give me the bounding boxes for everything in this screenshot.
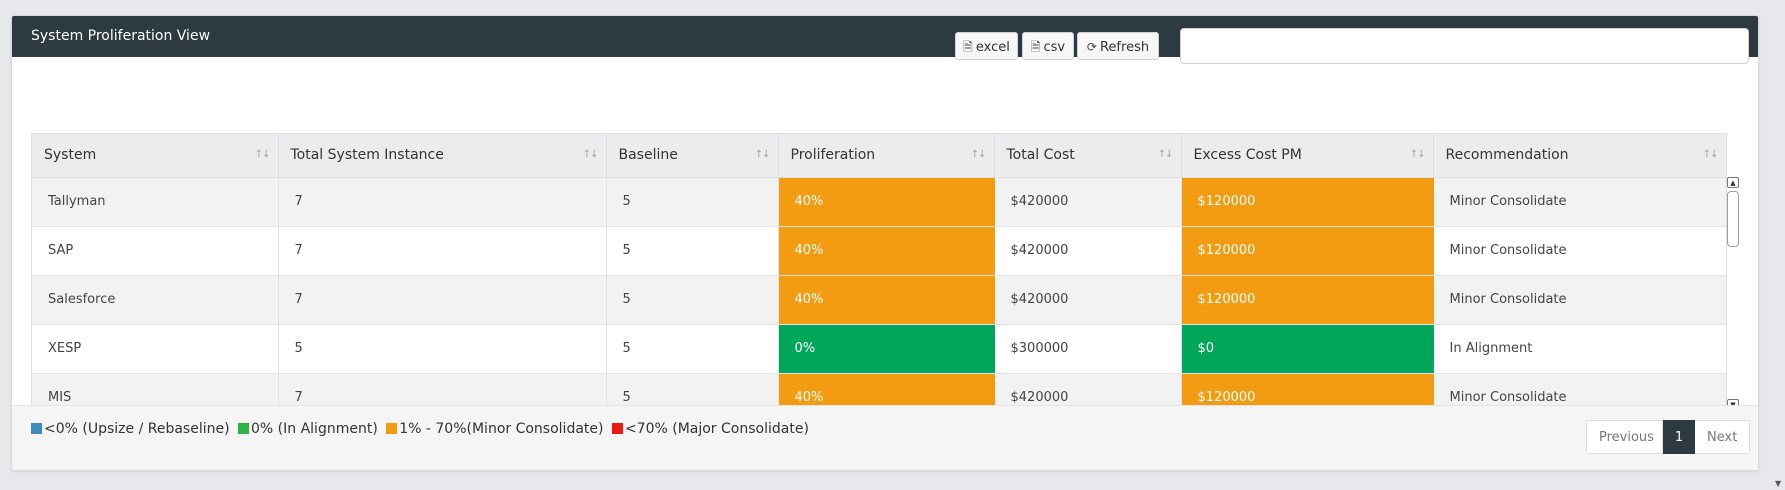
cell-baseline: 5 (606, 226, 779, 276)
cell-excess-cost-pm: $0 (1181, 324, 1434, 374)
refresh-label: Refresh (1099, 40, 1150, 55)
cell-system: SAP (32, 226, 279, 276)
cell-system: Salesforce (32, 275, 279, 325)
cell-proliferation: 40% (778, 177, 995, 227)
refresh-button[interactable]: ⟳ Refresh (1077, 32, 1159, 60)
panel-footer: <0% (Upsize / Rebaseline) 0% (In Alignme… (12, 405, 1758, 470)
sort-icon: ↑↓ (582, 149, 599, 160)
legend-item: <0% (Upsize / Rebaseline) (31, 421, 230, 437)
column-header-system[interactable]: System ↑↓ (32, 134, 279, 178)
file-csv-icon: 🗎 (1030, 40, 1041, 54)
export-excel-button[interactable]: 🗎 excel (955, 32, 1018, 60)
sort-icon: ↑↓ (754, 149, 771, 160)
column-header-total-cost[interactable]: Total Cost ↑↓ (994, 134, 1182, 178)
sort-icon: ↑↓ (254, 149, 271, 160)
cell-total-cost: $420000 (994, 226, 1182, 276)
column-header-baseline[interactable]: Baseline ↑↓ (606, 134, 779, 178)
refresh-icon: ⟳ (1086, 40, 1097, 54)
cell-recommendation: Minor Consolidate (1433, 226, 1726, 276)
table-header-row: System ↑↓ Total System Instance ↑↓ Baselin… (32, 134, 1726, 178)
cell-total-system-instance: 7 (278, 275, 607, 325)
cell-recommendation: Minor Consolidate (1433, 275, 1726, 325)
legend-swatch (386, 423, 398, 434)
cell-system: Tallyman (32, 177, 279, 227)
csv-label: csv (1043, 40, 1066, 55)
sort-icon: ↑↓ (970, 149, 987, 160)
previous-page-button[interactable]: Previous (1586, 420, 1663, 454)
excel-label: excel (975, 40, 1010, 55)
legend-item: 1% - 70%(Minor Consolidate) (386, 421, 603, 437)
column-header-total-system-instance[interactable]: Total System Instance ↑↓ (278, 134, 607, 178)
cell-baseline: 5 (606, 275, 779, 325)
file-excel-icon: 🗎 (963, 40, 973, 54)
legend-item: <70% (Major Consolidate) (611, 421, 809, 437)
next-page-button[interactable]: Next (1695, 420, 1750, 454)
table-scrollbar[interactable]: ▲ ▼ (1726, 177, 1740, 413)
cell-baseline: 5 (606, 177, 779, 227)
table-row: Salesforce 7 5 40% $420000 $120000 Minor… (32, 275, 1726, 325)
cell-baseline: 5 (606, 324, 779, 374)
cell-total-cost: $300000 (994, 324, 1182, 374)
table-row: Tallyman 7 5 40% $420000 $120000 Minor C… (32, 177, 1726, 227)
cell-excess-cost-pm: $120000 (1181, 177, 1434, 227)
scroll-thumb[interactable] (1727, 191, 1739, 247)
cell-total-system-instance: 7 (278, 226, 607, 276)
color-legend: <0% (Upsize / Rebaseline) 0% (In Alignme… (31, 421, 813, 437)
legend-swatch (31, 423, 42, 434)
page-1-button[interactable]: 1 (1663, 420, 1695, 454)
cell-total-system-instance: 7 (278, 177, 607, 227)
column-header-excess-cost-pm[interactable]: Excess Cost PM ↑↓ (1181, 134, 1434, 178)
cell-proliferation: 40% (778, 275, 995, 325)
table-row: XESP 5 5 0% $300000 $0 In Alignment (32, 324, 1726, 374)
column-header-proliferation[interactable]: Proliferation ↑↓ (778, 134, 995, 178)
column-header-recommendation[interactable]: Recommendation ↑↓ (1433, 134, 1726, 178)
page-scrollbar[interactable]: ▼ (1774, 0, 1785, 490)
sort-icon: ↑↓ (1702, 149, 1719, 160)
scroll-up-icon[interactable]: ▲ (1727, 177, 1739, 188)
proliferation-panel: System Proliferation View 🗎 excel 🗎 csv ⟳ R… (11, 15, 1759, 471)
scroll-down-icon[interactable]: ▼ (1775, 479, 1782, 488)
cell-recommendation: In Alignment (1433, 324, 1726, 374)
search-input[interactable] (1180, 28, 1749, 64)
sort-icon: ↑↓ (1409, 149, 1426, 160)
cell-total-cost: $420000 (994, 275, 1182, 325)
cell-system: XESP (32, 324, 279, 374)
cell-excess-cost-pm: $120000 (1181, 226, 1434, 276)
table-row: SAP 7 5 40% $420000 $120000 Minor Consol… (32, 226, 1726, 276)
cell-proliferation: 40% (778, 226, 995, 276)
legend-swatch (611, 423, 623, 434)
cell-total-cost: $420000 (994, 177, 1182, 227)
cell-recommendation: Minor Consolidate (1433, 177, 1726, 227)
proliferation-table: System ↑↓ Total System Instance ↑↓ Baselin… (31, 133, 1727, 417)
cell-total-system-instance: 5 (278, 324, 607, 374)
legend-swatch (238, 423, 250, 434)
cell-excess-cost-pm: $120000 (1181, 275, 1434, 325)
pagination: Previous 1 Next (1586, 420, 1750, 454)
export-csv-button[interactable]: 🗎 csv (1022, 32, 1074, 60)
sort-icon: ↑↓ (1157, 149, 1174, 160)
legend-item: 0% (In Alignment) (238, 421, 378, 437)
cell-proliferation: 0% (778, 324, 995, 374)
